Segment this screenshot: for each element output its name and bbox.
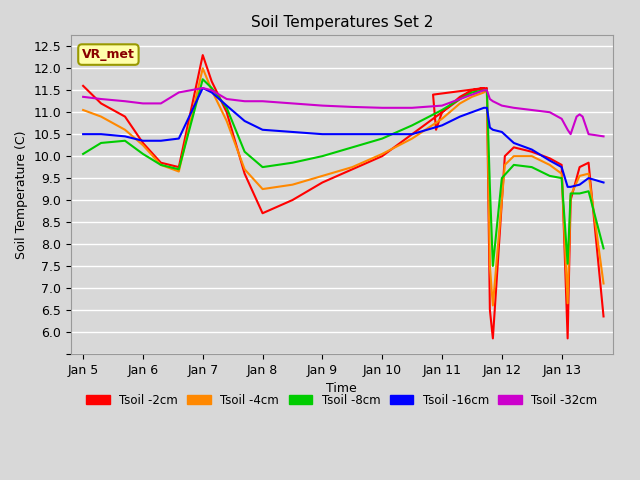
Legend: Tsoil -2cm, Tsoil -4cm, Tsoil -8cm, Tsoil -16cm, Tsoil -32cm: Tsoil -2cm, Tsoil -4cm, Tsoil -8cm, Tsoi… [81, 389, 602, 411]
Y-axis label: Soil Temperature (C): Soil Temperature (C) [15, 130, 28, 259]
Title: Soil Temperatures Set 2: Soil Temperatures Set 2 [251, 15, 433, 30]
Text: VR_met: VR_met [82, 48, 135, 61]
X-axis label: Time: Time [326, 382, 357, 395]
